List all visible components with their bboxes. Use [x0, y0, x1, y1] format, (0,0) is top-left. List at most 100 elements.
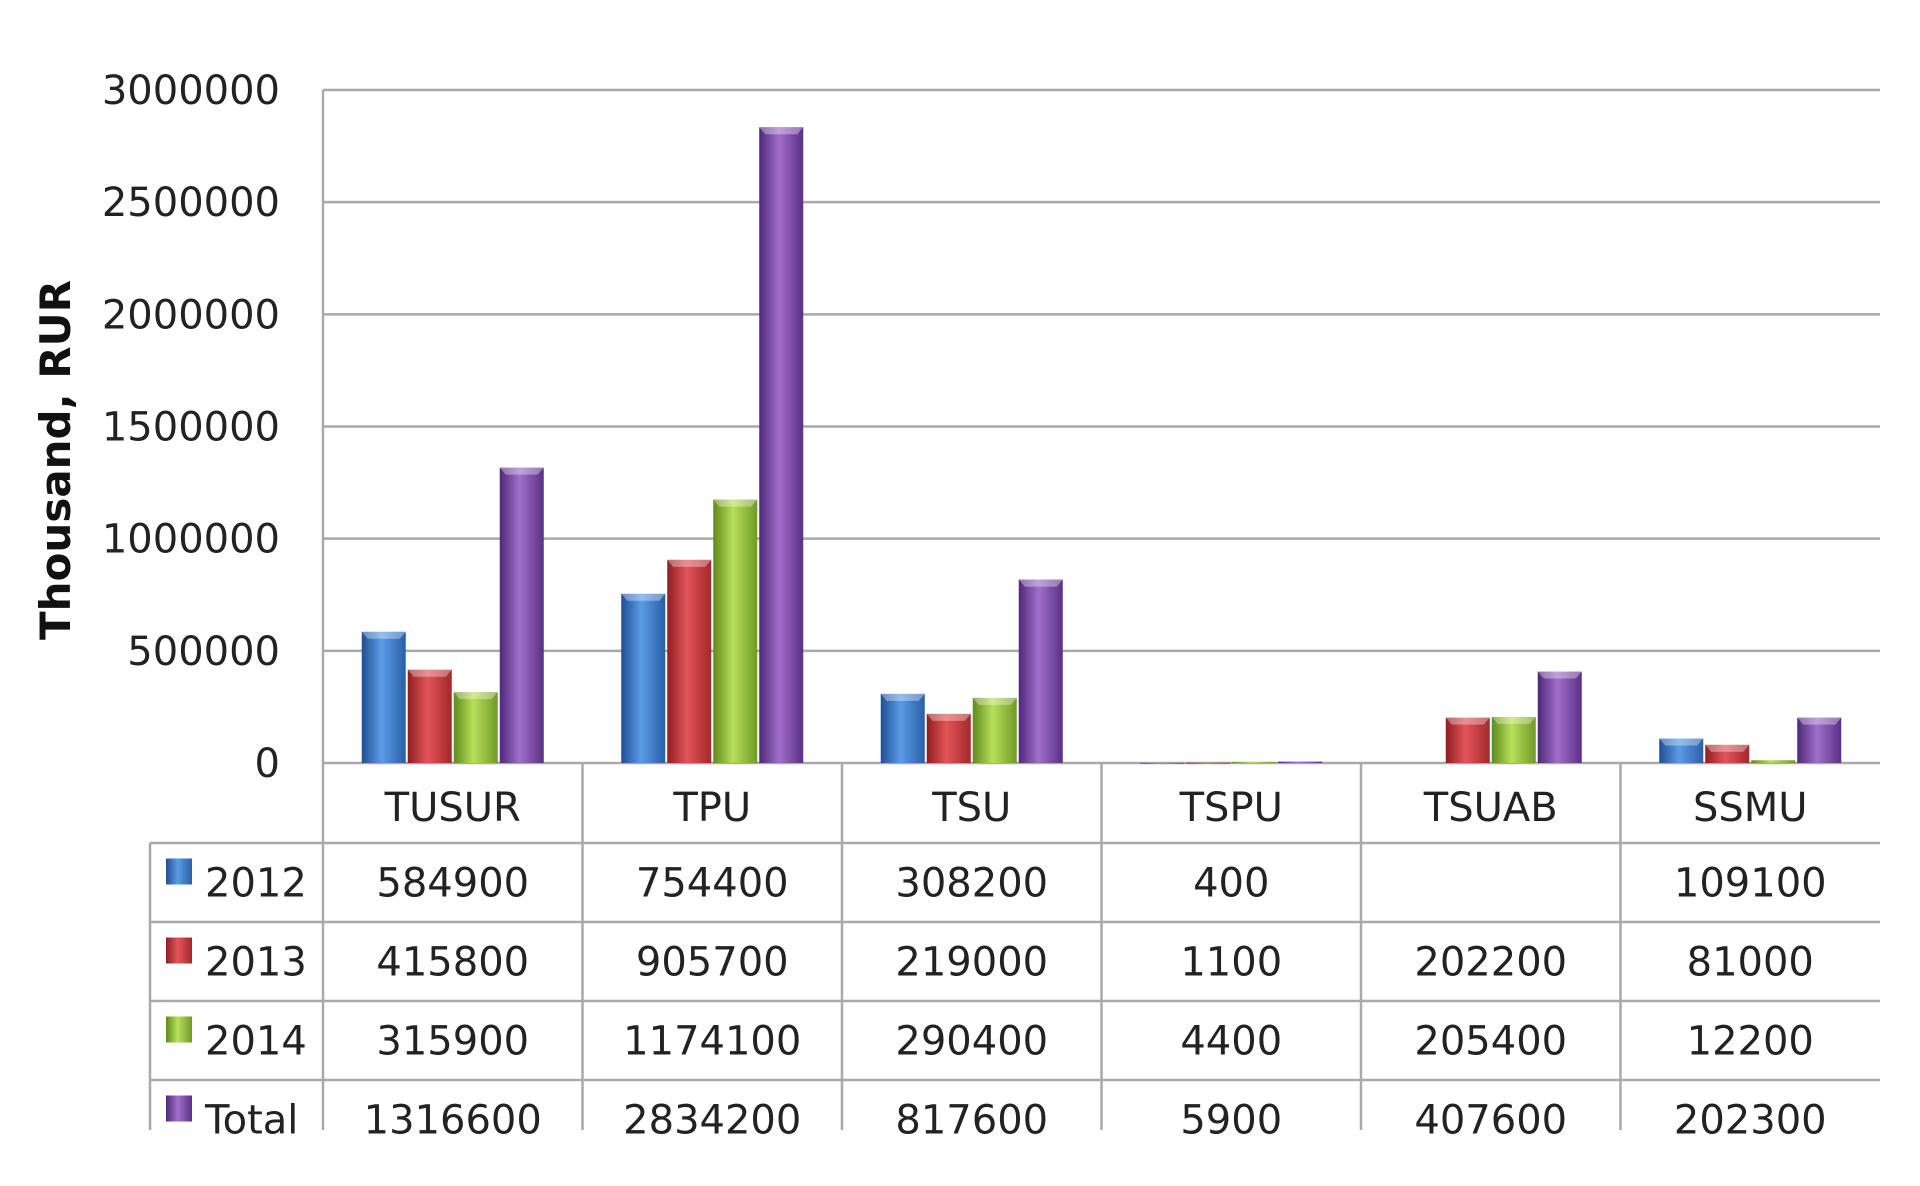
legend-swatch	[166, 1095, 192, 1122]
bar-2013-tsuab	[1445, 717, 1490, 763]
bar-cap	[1797, 717, 1842, 725]
y-tick-label: 2500000	[102, 180, 280, 226]
x-tick-label: TSU	[931, 785, 1011, 831]
bar-cap	[667, 559, 712, 567]
data-label: 202300	[1674, 1098, 1827, 1144]
data-label: 205400	[1414, 1019, 1567, 1065]
bar-2013-tpu	[667, 559, 712, 763]
bar-cap	[1018, 579, 1063, 587]
bar-body	[1537, 671, 1582, 763]
y-axis: 0 500000 1000000 1500000 2000000 2500000 30000…	[102, 68, 325, 787]
data-label: 415800	[376, 940, 529, 986]
data-table: TUSUR TPU TSU TSPU TSUAB SSMU 2012 584900 754400…	[148, 763, 1880, 1144]
bar-cap	[926, 713, 971, 721]
bar-body	[926, 713, 971, 763]
bar-cap	[1445, 717, 1490, 725]
bar-2012-tsu	[880, 693, 925, 763]
data-label: 817600	[895, 1098, 1048, 1144]
bar-2014-tusur	[453, 692, 498, 763]
data-label: 754400	[636, 861, 789, 907]
data-label: 1316600	[364, 1098, 542, 1144]
bar-body	[407, 669, 452, 763]
bar-total-tusur	[499, 467, 544, 763]
bar-2013-tusur	[407, 669, 452, 763]
bar-cap	[361, 631, 406, 639]
bar-2013-ssmu	[1705, 744, 1750, 763]
bar-total-tsuab	[1537, 671, 1582, 763]
data-label: 81000	[1687, 940, 1814, 986]
x-tick-label: SSMU	[1693, 785, 1808, 831]
bar-2014-tspu	[1232, 762, 1277, 763]
data-label: 400	[1193, 861, 1269, 907]
bars	[361, 127, 1842, 764]
data-label: 308200	[895, 861, 1048, 907]
y-tick-label: 500000	[127, 629, 280, 675]
bar-2012-tspu	[1140, 762, 1185, 764]
bar-2014-tpu	[713, 499, 758, 763]
bar-body	[1751, 760, 1796, 763]
bar-body	[361, 631, 406, 763]
bar-cap	[880, 693, 925, 701]
bar-total-tpu	[759, 127, 804, 764]
bar-cap	[1537, 671, 1582, 679]
bar-cap	[759, 127, 804, 135]
bar-body	[1278, 761, 1323, 763]
y-tick-label: 0	[255, 741, 280, 787]
bar-body	[621, 593, 666, 763]
x-tick-label: TSPU	[1179, 785, 1283, 831]
bar-cap	[1491, 716, 1536, 724]
data-label: 1174100	[623, 1019, 801, 1065]
legend-entry-2013: 2013	[166, 937, 307, 986]
bar-2013-tspu	[1186, 762, 1231, 764]
bar-2012-tpu	[621, 593, 666, 763]
data-label: 584900	[376, 861, 529, 907]
legend-swatch	[166, 858, 192, 885]
bar-cap	[621, 593, 666, 601]
y-tick-label: 1500000	[102, 405, 280, 451]
legend-entry-total: Total	[166, 1095, 298, 1144]
data-label: 905700	[636, 940, 789, 986]
legend-swatch	[166, 1016, 192, 1043]
x-tick-label: TPU	[672, 785, 751, 831]
legend-label: 2012	[205, 861, 307, 907]
data-label: 202200	[1414, 940, 1567, 986]
bar-total-tsu	[1018, 579, 1063, 763]
bar-body	[1445, 717, 1490, 763]
data-label: 4400	[1180, 1019, 1282, 1065]
bar-2014-ssmu	[1751, 760, 1796, 763]
bar-cap	[1705, 744, 1750, 752]
bar-body	[1491, 716, 1536, 763]
bar-total-ssmu	[1797, 717, 1842, 763]
legend-swatch	[166, 937, 192, 964]
y-tick-label: 3000000	[102, 68, 280, 114]
bar-cap	[713, 499, 758, 507]
bar-cap	[972, 697, 1017, 705]
bar-2014-tsu	[972, 697, 1017, 763]
bar-cap	[453, 692, 498, 700]
bar-body	[1232, 762, 1277, 763]
data-label: 219000	[895, 940, 1048, 986]
legend-label: 2013	[205, 940, 307, 986]
bar-cap	[407, 669, 452, 677]
bar-cap	[1659, 738, 1704, 746]
legend-entry-2012: 2012	[166, 858, 307, 907]
y-axis-label: Thousand, RUR	[31, 280, 80, 640]
bar-body	[1659, 738, 1704, 763]
y-tick-label: 1000000	[102, 517, 280, 563]
bar-2013-tsu	[926, 713, 971, 763]
bar-body	[972, 697, 1017, 763]
legend-entry-2014: 2014	[166, 1016, 307, 1065]
bar-body	[1705, 744, 1750, 763]
bar-total-tspu	[1278, 761, 1323, 763]
bar-body	[667, 559, 712, 763]
data-label: 407600	[1414, 1098, 1567, 1144]
bar-body	[880, 693, 925, 763]
bar-2012-tusur	[361, 631, 406, 763]
bar-body	[1018, 579, 1063, 763]
bar-cap	[499, 467, 544, 475]
data-label: 1100	[1180, 940, 1282, 986]
data-label: 109100	[1674, 861, 1827, 907]
y-tick-label: 2000000	[102, 292, 280, 338]
x-tick-label: TSUAB	[1423, 785, 1558, 831]
